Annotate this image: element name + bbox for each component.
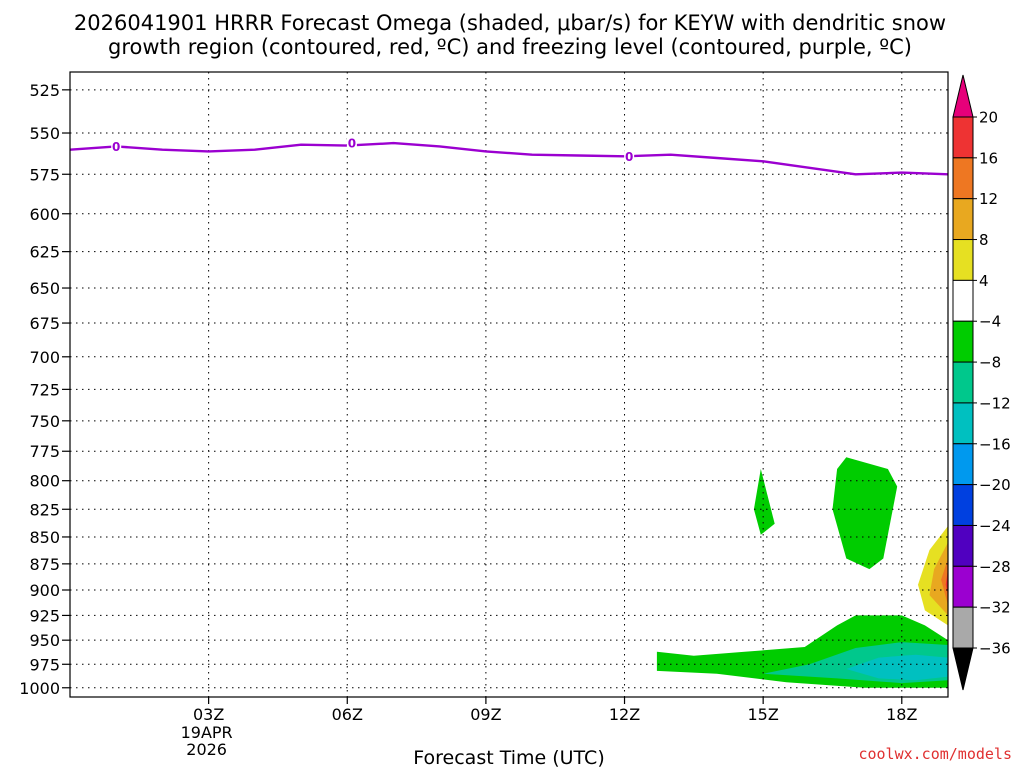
credit-text: coolwx.com/models (858, 745, 1012, 763)
y-tick-label-10: 775 (29, 442, 60, 461)
y-tick-label-4: 625 (29, 243, 60, 262)
x-tick-sublabel-0-0: 19APR (181, 723, 233, 742)
y-tick-label-1: 550 (29, 124, 60, 143)
x-tick-label-4: 15Z (747, 705, 778, 724)
x-tick-sublabel-0-1: 2026 (186, 740, 227, 759)
omega-region-6 (929, 542, 948, 616)
x-tick-label-0: 03Z (193, 705, 224, 724)
colorbar-label-3: 8 (979, 231, 989, 249)
colorbar-label-13: −36 (979, 640, 1011, 658)
colorbar-label-6: −8 (979, 354, 1001, 372)
y-tick-label-3: 600 (29, 205, 60, 224)
colorbar-label-9: −20 (979, 476, 1011, 494)
y-tick-label-16: 925 (29, 606, 60, 625)
colorbar-label-2: 12 (979, 190, 998, 208)
colorbar-label-8: −16 (979, 435, 1011, 453)
y-tick-label-13: 850 (29, 528, 60, 547)
colorbar-label-0: 20 (979, 109, 998, 127)
freezing-level-line (69, 141, 949, 176)
colorbar-box-9 (952, 484, 974, 526)
colorbar-label-10: −24 (979, 517, 1011, 535)
freezing-label-bg-2 (624, 149, 635, 163)
omega-region-7 (941, 558, 948, 606)
freezing-label-bg-1 (346, 136, 357, 150)
colorbar: 20 16 12 8 4 −4 −8 −12 −16 −20 −24 −28 −32 −36 (952, 74, 1011, 691)
y-tick-label-18: 975 (29, 655, 60, 674)
colorbar-label-12: −32 (979, 599, 1011, 617)
colorbar-box-10 (952, 524, 974, 567)
colorbar-box-5 (952, 320, 974, 363)
x-tick-label-3: 12Z (609, 705, 640, 724)
y-tick-label-8: 725 (29, 380, 60, 399)
y-tick-label-9: 750 (29, 412, 60, 431)
omega-region-4 (846, 654, 948, 681)
colorbar-box-0 (952, 116, 974, 159)
y-tick-label-11: 800 (29, 472, 60, 491)
freezing-level-label-1: 0 (348, 137, 356, 151)
omega-shaded-regions (656, 457, 948, 688)
x-axis-label: Forecast Time (UTC) (413, 747, 604, 768)
colorbar-box-4 (952, 279, 974, 322)
y-tick-label-19: 1000 (19, 679, 60, 698)
colorbar-bottom-arrow (952, 647, 974, 691)
y-axis: 525 550 575 600 625 650 675 700 725 750 775 800 825 8… (19, 81, 70, 698)
omega-region-0 (832, 457, 898, 570)
colorbar-label-11: −28 (979, 558, 1011, 576)
y-tick-label-15: 900 (29, 581, 60, 600)
colorbar-box-2 (952, 198, 974, 241)
y-tick-label-6: 675 (29, 314, 60, 333)
freezing-level-label-2: 0 (625, 150, 633, 164)
x-tick-label-1: 06Z (332, 705, 363, 724)
colorbar-box-6 (952, 361, 974, 404)
chart-title-line-2: growth region (contoured, red, ºC) and f… (108, 35, 912, 59)
x-tick-label-5: 18Z (886, 705, 917, 724)
freezing-label-bg-0 (111, 139, 122, 153)
y-tick-label-17: 950 (29, 631, 60, 650)
omega-region-1 (753, 469, 775, 535)
grid-lines (70, 72, 948, 697)
y-tick-label-12: 825 (29, 500, 60, 519)
colorbar-label-7: −12 (979, 394, 1011, 412)
plot-frame (69, 71, 949, 698)
y-tick-label-7: 700 (29, 348, 60, 367)
freezing-level-label-0: 0 (112, 140, 120, 154)
freezing-level-contour: 0 0 0 (69, 136, 949, 176)
chart-title-line-1: 2026041901 HRRR Forecast Omega (shaded, … (74, 11, 946, 35)
colorbar-box-11 (952, 565, 974, 608)
y-tick-label-2: 575 (29, 165, 60, 184)
colorbar-label-4: 4 (979, 272, 989, 290)
y-tick-label-5: 650 (29, 279, 60, 298)
y-tick-label-14: 875 (29, 555, 60, 574)
colorbar-box-12 (952, 606, 974, 649)
x-tick-label-2: 09Z (470, 705, 501, 724)
colorbar-box-7 (952, 402, 974, 445)
colorbar-box-3 (952, 239, 974, 281)
colorbar-box-8 (952, 443, 974, 486)
colorbar-box-1 (952, 157, 974, 200)
y-tick-label-0: 525 (29, 81, 60, 100)
colorbar-label-5: −4 (979, 313, 1001, 331)
colorbar-top-arrow (952, 74, 974, 118)
colorbar-label-1: 16 (979, 149, 998, 167)
